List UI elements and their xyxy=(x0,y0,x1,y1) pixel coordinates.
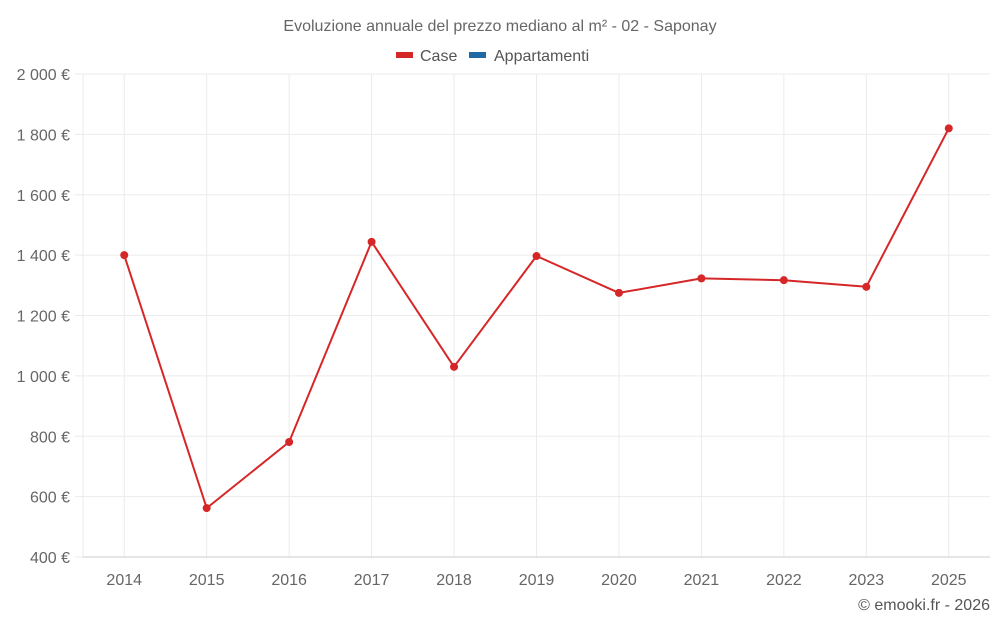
x-tick-label: 2016 xyxy=(271,572,307,589)
x-tick-label: 2025 xyxy=(931,572,967,589)
y-tick-label: 800 € xyxy=(30,429,70,446)
x-tick-label: 2015 xyxy=(189,572,225,589)
data-point[interactable] xyxy=(944,124,953,133)
y-axis: 400 € 600 € 800 € 1 000 € 1 200 € 1 400 € 1 60… xyxy=(17,67,83,567)
y-tick-label: 1 000 € xyxy=(17,369,70,386)
y-tick-label: 600 € xyxy=(30,490,70,507)
grid xyxy=(82,73,990,557)
data-point[interactable] xyxy=(285,437,294,446)
data-point[interactable] xyxy=(202,504,211,513)
y-tick-label: 2 000 € xyxy=(17,67,70,84)
data-point[interactable] xyxy=(450,362,459,371)
y-tick-label: 400 € xyxy=(30,550,70,567)
x-tick-label: 2023 xyxy=(849,572,885,589)
y-tick-label: 1 800 € xyxy=(17,127,70,144)
x-tick-label: 2022 xyxy=(766,572,802,589)
data-point[interactable] xyxy=(779,276,788,285)
legend: Case Appartamenti xyxy=(396,48,589,65)
legend-item-appartamenti[interactable]: Appartamenti xyxy=(469,48,589,65)
data-point[interactable] xyxy=(697,274,706,283)
series-case xyxy=(120,124,953,513)
data-point[interactable] xyxy=(367,237,376,246)
x-tick-label: 2019 xyxy=(519,572,555,589)
x-tick-label: 2020 xyxy=(601,572,637,589)
data-point[interactable] xyxy=(532,252,541,261)
x-axis: 2014 2015 2016 2017 2018 2019 2020 2021 2022 2023… xyxy=(83,556,990,589)
legend-item-case[interactable]: Case xyxy=(396,48,457,65)
data-point[interactable] xyxy=(120,251,129,260)
legend-swatch xyxy=(396,52,413,58)
y-tick-label: 1 600 € xyxy=(17,188,70,205)
data-point[interactable] xyxy=(862,282,871,291)
chart-title: Evoluzione annuale del prezzo mediano al… xyxy=(283,18,716,35)
x-tick-label: 2014 xyxy=(106,572,142,589)
x-tick-label: 2021 xyxy=(684,572,720,589)
x-tick-label: 2017 xyxy=(354,572,390,589)
legend-label: Appartamenti xyxy=(494,48,589,65)
legend-label: Case xyxy=(420,48,457,65)
y-tick-label: 1 400 € xyxy=(17,248,70,265)
credit-text: © emooki.fr - 2026 xyxy=(858,597,990,614)
x-tick-label: 2018 xyxy=(436,572,472,589)
legend-swatch xyxy=(469,52,486,58)
y-tick-label: 1 200 € xyxy=(17,309,70,326)
series-layer xyxy=(120,124,953,513)
data-point[interactable] xyxy=(614,288,623,297)
